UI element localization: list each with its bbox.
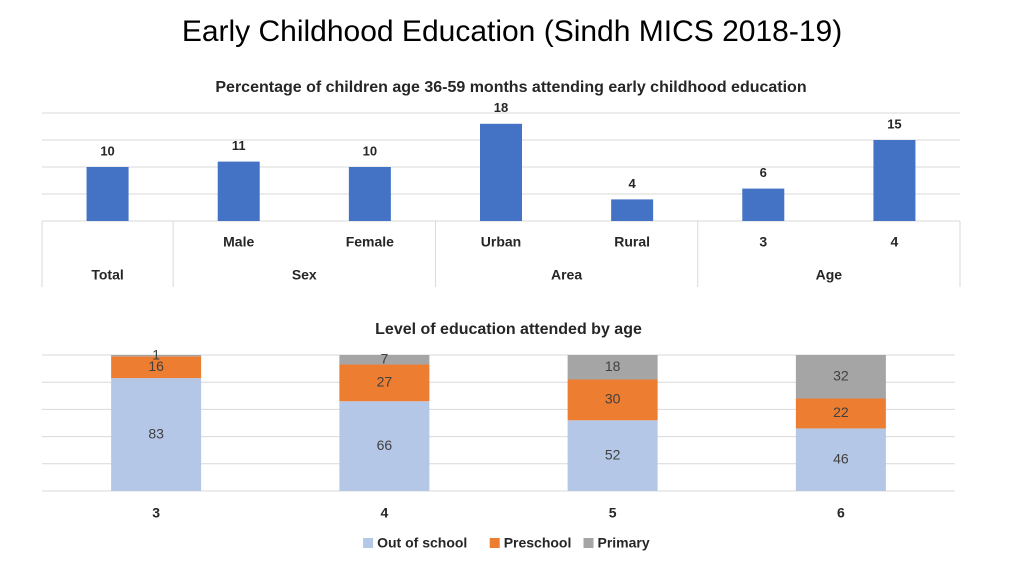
chart-title: Level of education attended by age (375, 321, 642, 338)
data-label: 46 (833, 450, 849, 466)
x-tick-label: 3 (152, 505, 160, 521)
x-tick-label: 6 (837, 505, 845, 521)
bar (348, 167, 391, 221)
legend-label: Primary (598, 535, 650, 551)
legend-swatch (363, 538, 374, 548)
data-label: 16 (148, 358, 164, 374)
slide-title: Early Childhood Education (Sindh MICS 20… (182, 15, 842, 48)
legend-swatch (489, 538, 500, 548)
bar (873, 140, 916, 221)
bar-segment (795, 355, 886, 399)
data-label: 11 (232, 138, 246, 153)
x-tick-label: Female (346, 234, 394, 250)
data-label: 15 (887, 116, 901, 131)
bar (480, 123, 522, 221)
chart-title: Percentage of children age 36-59 months … (215, 79, 806, 96)
group-label: Total (91, 267, 123, 283)
bar (742, 188, 785, 221)
x-tick-label: 5 (609, 505, 617, 521)
bar-segment (795, 428, 886, 491)
group-label: Sex (292, 267, 317, 283)
bar-segment (567, 420, 658, 491)
group-label: Age (816, 267, 843, 283)
data-label: 10 (363, 143, 377, 158)
bar-segment (111, 378, 202, 491)
x-tick-label: 4 (891, 234, 899, 250)
bar (611, 199, 654, 221)
data-label: 83 (148, 425, 164, 441)
bar-segment (111, 356, 202, 379)
legend-label: Out of school (377, 535, 467, 551)
x-tick-label: Urban (481, 234, 521, 250)
data-label: 27 (377, 374, 393, 390)
bar-segment (111, 355, 202, 357)
legend-swatch (583, 538, 594, 548)
data-label: 18 (494, 100, 508, 115)
bar-segment (339, 355, 430, 365)
data-label: 22 (833, 404, 849, 420)
data-label: 4 (629, 176, 637, 191)
x-tick-label: Male (223, 234, 254, 250)
x-tick-label: 3 (759, 234, 767, 250)
data-label: 7 (380, 350, 388, 366)
data-label: 10 (100, 143, 114, 158)
data-label: 30 (605, 391, 621, 407)
bar (86, 167, 129, 221)
data-label: 66 (377, 437, 393, 453)
data-label: 52 (605, 446, 621, 462)
bar-segment (567, 379, 658, 421)
x-tick-label: 4 (380, 505, 388, 521)
bar-segment (339, 364, 430, 402)
bar (217, 161, 260, 221)
data-label: 1 (152, 346, 160, 362)
x-tick-label: Rural (614, 234, 650, 250)
data-label: 18 (605, 358, 621, 374)
group-label: Area (551, 267, 582, 283)
data-label: 6 (760, 165, 767, 180)
bar-segment (339, 401, 430, 491)
bar-segment (567, 355, 658, 380)
legend-label: Preschool (504, 535, 572, 551)
data-label: 32 (833, 367, 849, 383)
bar-segment (795, 398, 886, 429)
